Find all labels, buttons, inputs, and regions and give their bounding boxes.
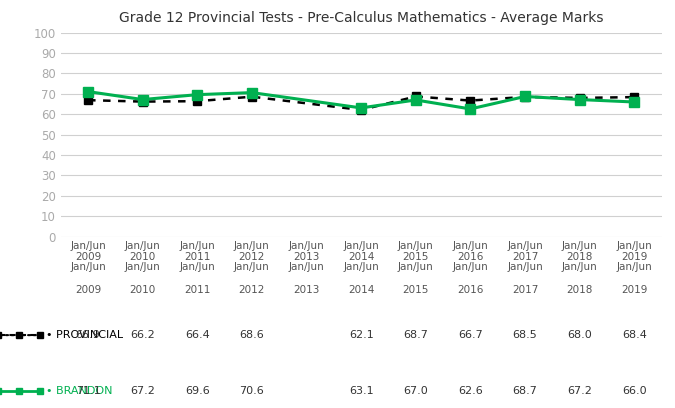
Text: 68.7: 68.7 (403, 330, 428, 340)
BRANDON (248, 90, 256, 95)
Title: Grade 12 Provincial Tests - Pre-Calculus Mathematics - Average Marks: Grade 12 Provincial Tests - Pre-Calculus… (119, 11, 603, 24)
PROVINCIAL (630, 95, 639, 100)
Text: Jan/Jun: Jan/Jun (180, 262, 215, 272)
Text: 69.6: 69.6 (185, 386, 210, 396)
Text: 63.1: 63.1 (349, 386, 373, 396)
Text: • PROVINCIAL: • PROVINCIAL (46, 330, 123, 340)
Text: 2013: 2013 (294, 285, 320, 295)
BRANDON (412, 98, 420, 102)
Text: Jan/Jun: Jan/Jun (398, 262, 433, 272)
PROVINCIAL (84, 98, 92, 103)
Text: 2010: 2010 (130, 285, 156, 295)
Text: 67.2: 67.2 (130, 386, 155, 396)
Text: 2016: 2016 (457, 285, 483, 295)
Text: 68.4: 68.4 (622, 330, 647, 340)
Text: 66.0: 66.0 (622, 386, 647, 396)
Text: 68.7: 68.7 (512, 386, 537, 396)
Text: Jan/Jun: Jan/Jun (289, 262, 325, 272)
Text: Jan/Jun: Jan/Jun (616, 262, 652, 272)
Text: Jan/Jun: Jan/Jun (344, 262, 379, 272)
Text: • BRANDON: • BRANDON (46, 386, 112, 396)
BRANDON (138, 97, 146, 102)
Text: 68.6: 68.6 (240, 330, 265, 340)
Text: Jan/Jun: Jan/Jun (452, 262, 488, 272)
PROVINCIAL (138, 99, 146, 104)
Text: 62.6: 62.6 (458, 386, 483, 396)
BRANDON (466, 106, 475, 111)
Line: BRANDON: BRANDON (83, 87, 639, 114)
Text: 2018: 2018 (566, 285, 593, 295)
BRANDON (630, 100, 639, 104)
Text: Jan/Jun: Jan/Jun (234, 262, 270, 272)
BRANDON (84, 89, 92, 94)
Text: 66.4: 66.4 (185, 330, 210, 340)
PROVINCIAL (248, 94, 256, 99)
PROVINCIAL (521, 95, 529, 100)
Text: 2014: 2014 (348, 285, 375, 295)
Text: 67.0: 67.0 (404, 386, 428, 396)
Text: 2017: 2017 (512, 285, 538, 295)
PROVINCIAL (466, 98, 475, 103)
PROVINCIAL (193, 99, 201, 104)
PROVINCIAL (412, 94, 420, 99)
BRANDON (193, 92, 201, 97)
Text: 68.5: 68.5 (512, 330, 537, 340)
Text: 66.7: 66.7 (458, 330, 483, 340)
Text: 62.1: 62.1 (349, 330, 373, 340)
Text: 2019: 2019 (621, 285, 647, 295)
Text: 2015: 2015 (402, 285, 429, 295)
Text: 71.1: 71.1 (76, 386, 101, 396)
BRANDON (357, 106, 365, 111)
Text: 66.9: 66.9 (76, 330, 101, 340)
Text: Jan/Jun: Jan/Jun (562, 262, 597, 272)
Text: 67.2: 67.2 (567, 386, 592, 396)
Text: 2009: 2009 (75, 285, 101, 295)
Text: Jan/Jun: Jan/Jun (70, 262, 106, 272)
Text: 2012: 2012 (239, 285, 265, 295)
BRANDON (576, 97, 584, 102)
Text: Jan/Jun: Jan/Jun (125, 262, 161, 272)
Text: 2011: 2011 (184, 285, 211, 295)
Text: 70.6: 70.6 (240, 386, 265, 396)
Text: 66.2: 66.2 (130, 330, 155, 340)
PROVINCIAL (576, 95, 584, 100)
Text: Jan/Jun: Jan/Jun (507, 262, 543, 272)
BRANDON (521, 94, 529, 99)
PROVINCIAL (357, 108, 365, 113)
Text: 68.0: 68.0 (567, 330, 592, 340)
Line: PROVINCIAL: PROVINCIAL (84, 92, 639, 114)
